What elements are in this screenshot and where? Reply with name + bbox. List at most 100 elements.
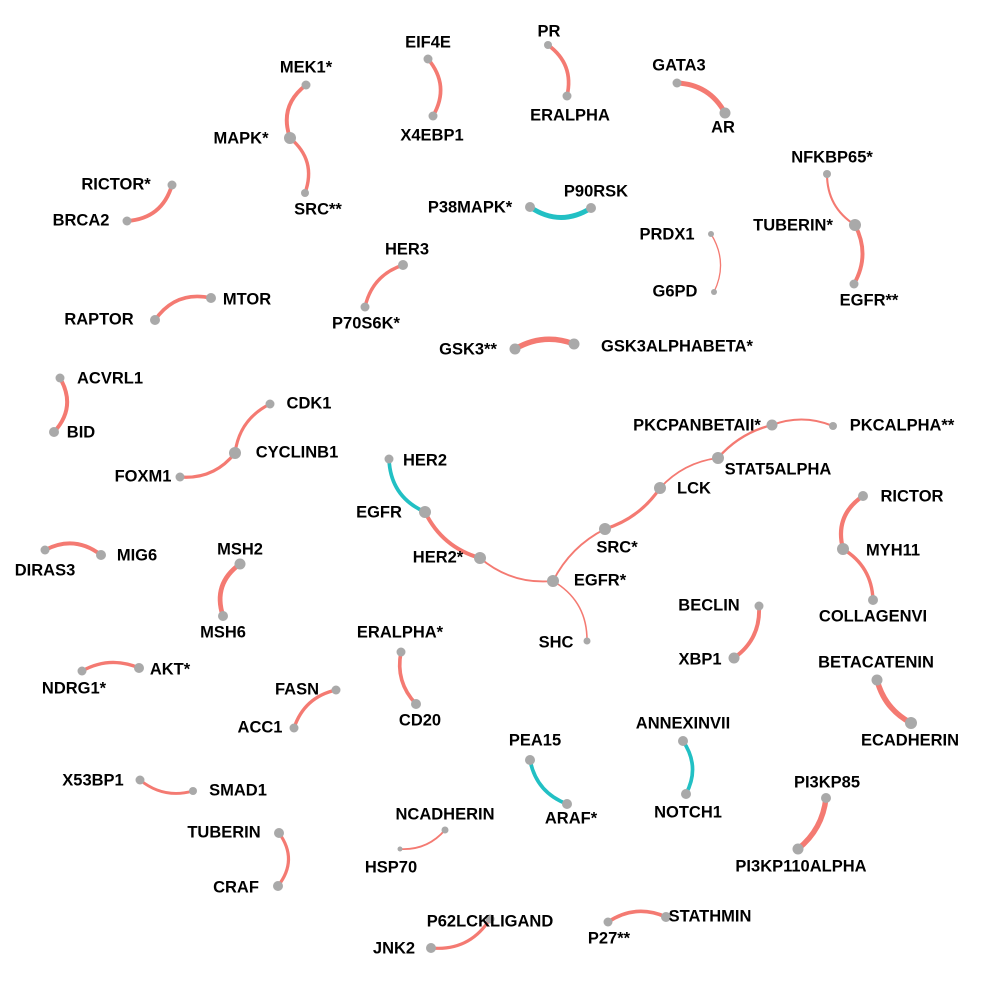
node-araf-star	[562, 799, 572, 809]
node-smad1	[189, 787, 197, 795]
edge-gsk3-star-star-gsk3alphabeta-star	[512, 336, 577, 352]
node-egfr	[419, 506, 431, 518]
node-label-lck: LCK	[677, 479, 711, 497]
node-pi3kp110alpha	[792, 843, 804, 855]
node-cyclinb1	[229, 447, 241, 459]
edge-pkcpanbetaii-star-stat5alpha	[716, 423, 774, 460]
node-msh6	[218, 611, 228, 621]
edge-acvrl1-bid	[52, 376, 70, 434]
node-stat5alpha	[712, 452, 724, 464]
edge-cdk1-cyclinb1	[233, 402, 272, 455]
node-label-acc1: ACC1	[238, 718, 283, 736]
node-label-stathmin: STATHMIN	[669, 907, 752, 925]
node-label-xbp1: XBP1	[678, 650, 721, 668]
node-label-ecadherin: ECADHERIN	[861, 731, 959, 749]
node-mtor	[206, 293, 216, 303]
node-akt-star	[134, 663, 144, 673]
edge-ncadherin-hsp70	[399, 829, 446, 850]
node-label-tuberin-star: TUBERIN*	[753, 216, 833, 234]
node-label-araf-star: ARAF*	[545, 809, 598, 827]
node-fasn	[331, 685, 341, 695]
node-p27-star-star	[603, 917, 613, 927]
labels-layer: MEK1* MAPK* SRC** EIF4E X4EBP1 PR ERALPHA GATA3…	[15, 22, 959, 957]
node-bid	[49, 427, 59, 437]
node-jnk2	[426, 943, 436, 953]
edge-egfr-star-her2-star	[479, 557, 554, 583]
node-label-mtor: MTOR	[223, 290, 271, 308]
edge-pea15-araf-star	[528, 758, 569, 806]
node-ar	[719, 107, 731, 119]
edge-tuberin-star-egfr-star-star	[852, 223, 865, 286]
node-label-cd20: CD20	[399, 711, 441, 729]
node-ndrg1-star	[77, 666, 87, 676]
node-mapk-star	[284, 132, 296, 144]
node-label-pea15: PEA15	[509, 731, 561, 749]
node-betacatenin	[871, 674, 883, 686]
node-label-craf: CRAF	[213, 878, 259, 896]
node-label-g6pd: G6PD	[653, 282, 698, 300]
node-pea15	[525, 755, 535, 765]
node-label-pkcpanbetaii-star: PKCPANBETAII*	[633, 416, 761, 434]
edge-msh2-msh6	[217, 561, 243, 619]
node-label-p38mapk-star: P38MAPK*	[428, 198, 513, 216]
edge-p38mapk-star-p90rsk	[527, 204, 594, 220]
edge-her3-p70s6k-star	[363, 263, 405, 309]
node-label-her2-star: HER2*	[413, 548, 464, 566]
node-nfkbp65-star	[823, 170, 831, 178]
node-label-cdk1: CDK1	[287, 394, 332, 412]
node-tuberin	[274, 828, 284, 838]
edge-p62lckligand-jnk2	[429, 917, 492, 950]
node-label-diras3: DIRAS3	[15, 561, 76, 579]
node-hsp70	[397, 846, 403, 852]
node-label-pi3kp85: PI3KP85	[794, 773, 860, 791]
node-label-hsp70: HSP70	[365, 858, 417, 876]
edge-egfr-her2	[387, 457, 427, 514]
node-label-p62lckligand: P62LCKLIGAND	[427, 912, 554, 930]
node-notch1	[681, 789, 691, 799]
node-label-akt-star: AKT*	[150, 660, 191, 678]
node-eif4e	[423, 54, 433, 64]
node-craf	[273, 881, 283, 891]
node-p90rsk	[586, 203, 596, 213]
node-pkcalpha-star-star	[829, 422, 837, 430]
node-mek1-star	[301, 80, 311, 90]
edge-pkcpanbetaii-star-pkcalpha-star-star	[770, 418, 835, 428]
node-x53bp1	[135, 775, 145, 785]
node-label-egfr-star: EGFR*	[574, 571, 627, 589]
node-label-p90rsk: P90RSK	[564, 182, 628, 200]
node-label-rictor: RICTOR	[881, 487, 944, 505]
node-xbp1	[728, 652, 740, 664]
node-label-prdx1: PRDX1	[639, 225, 694, 243]
edge-pi3kp85-pi3kp110alpha	[795, 795, 829, 852]
node-gata3	[672, 78, 682, 88]
node-label-egfr-star-star: EGFR**	[840, 291, 899, 309]
node-gsk3alphabeta-star	[568, 338, 580, 350]
node-label-smad1: SMAD1	[209, 781, 267, 799]
node-cdk1	[265, 399, 275, 409]
edge-gata3-ar	[674, 80, 728, 116]
node-label-notch1: NOTCH1	[654, 803, 722, 821]
node-diras3	[40, 545, 50, 555]
node-label-mig6: MIG6	[117, 546, 157, 564]
node-x4ebp1	[428, 111, 438, 121]
node-g6pd	[711, 289, 717, 295]
node-msh2	[234, 558, 246, 570]
node-acvrl1	[55, 373, 65, 383]
node-egfr-star-star	[849, 279, 859, 289]
edge-eralpha-star-cd20	[397, 650, 418, 706]
node-p38mapk-star	[525, 202, 535, 212]
node-her3	[398, 260, 408, 270]
node-label-foxm1: FOXM1	[115, 467, 172, 485]
node-her2-star	[474, 552, 486, 564]
node-label-her3: HER3	[385, 240, 429, 258]
node-label-beclin: BECLIN	[678, 596, 739, 614]
edge-betacatenin-ecadherin	[874, 677, 914, 726]
node-label-p27-star-star: P27**	[588, 929, 631, 947]
node-shc	[583, 637, 591, 645]
node-rictor-star	[167, 180, 177, 190]
edge-x53bp1-smad1	[138, 778, 195, 795]
node-label-egfr: EGFR	[356, 503, 402, 521]
edge-cyclinb1-foxm1	[178, 451, 237, 479]
node-label-x53bp1: X53BP1	[62, 771, 123, 789]
node-label-gsk3-star-star: GSK3**	[439, 340, 497, 358]
